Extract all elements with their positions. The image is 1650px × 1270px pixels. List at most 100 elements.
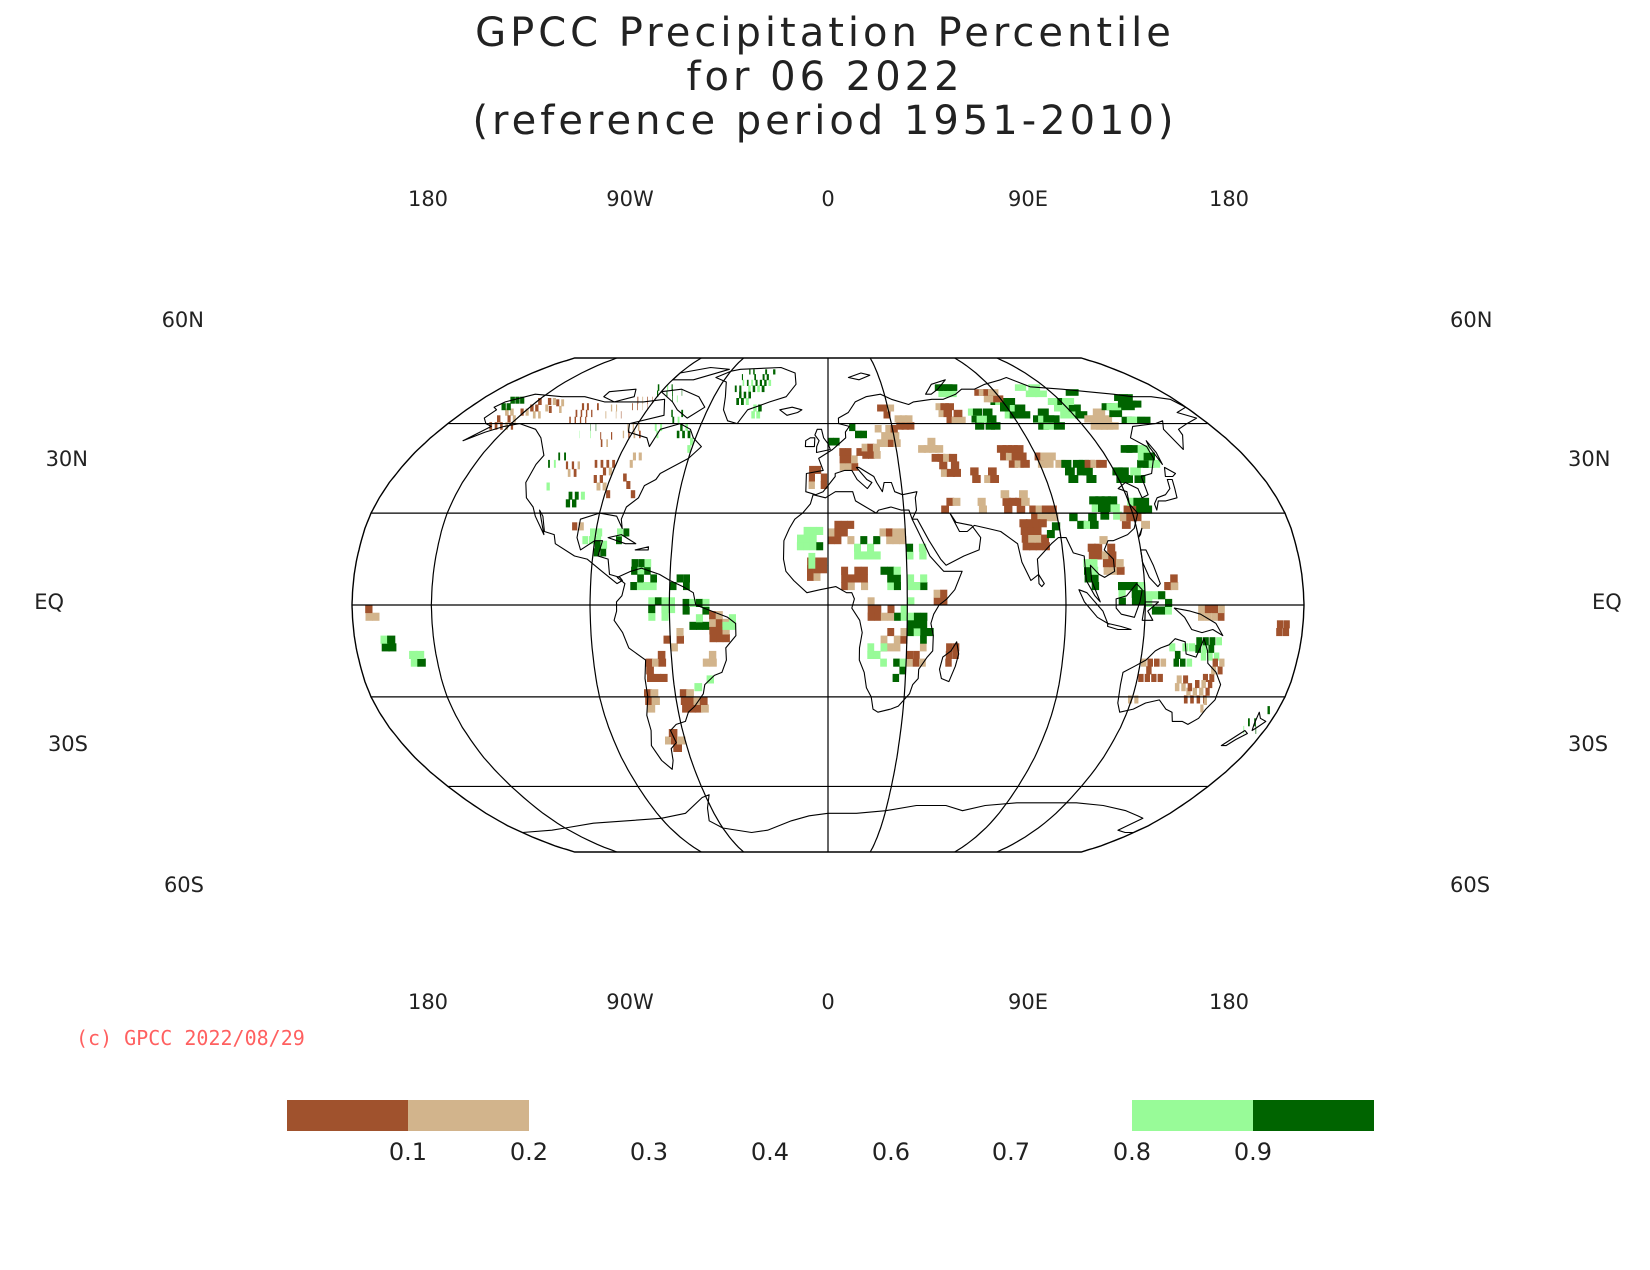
percentile-cell [887, 582, 895, 591]
percentile-cell [594, 459, 598, 468]
percentile-cell [564, 452, 566, 461]
percentile-cell [1202, 673, 1208, 682]
percentile-cell [661, 612, 669, 621]
percentile-cell [559, 405, 562, 413]
percentile-cell [807, 565, 814, 574]
percentile-cell [768, 379, 772, 386]
percentile-cell [1211, 612, 1218, 621]
percentile-cell [985, 422, 995, 430]
percentile-cell [868, 451, 875, 459]
percentile-cell [648, 605, 656, 614]
percentile-cell [580, 409, 583, 418]
percentile-cell [907, 597, 915, 606]
percentile-cell [946, 643, 953, 652]
percentile-cell [939, 461, 948, 470]
percentile-cell [1164, 582, 1172, 591]
percentile-cell [1022, 542, 1031, 551]
percentile-cell [951, 416, 961, 424]
percentile-cell [990, 422, 1001, 430]
percentile-cell [873, 650, 881, 659]
percentile-cell [585, 416, 587, 424]
percentile-cell [854, 543, 861, 552]
percentile-cell [1017, 452, 1027, 461]
percentile-cell [839, 462, 847, 471]
percentile-cell [1088, 513, 1097, 522]
coastline-ireland [804, 437, 816, 448]
percentile-cell [652, 658, 660, 667]
percentile-cell [1170, 574, 1178, 583]
percentile-cell [1112, 467, 1123, 476]
percentile-cell [766, 374, 769, 381]
percentile-cell [856, 448, 864, 456]
percentile-cell [984, 475, 993, 483]
color-legend: 0.1 0.2 0.3 0.4 0.6 0.7 0.8 0.9 [287, 1100, 1374, 1166]
percentile-cell [741, 398, 744, 405]
percentile-cell [1091, 582, 1100, 591]
percentile-cell [1029, 505, 1038, 514]
percentile-cell [365, 605, 373, 614]
percentile-cell [867, 643, 875, 652]
percentile-cell [919, 643, 927, 652]
percentile-cell [1019, 519, 1028, 528]
percentile-cell [1032, 519, 1041, 528]
percentile-cell [873, 536, 881, 545]
lat-label-right-60n: 60N [1450, 308, 1492, 332]
percentile-cell [972, 475, 981, 483]
percentile-cell [702, 598, 710, 607]
percentile-cell [926, 628, 934, 637]
percentile-cell [611, 432, 613, 440]
percentile-cell [847, 536, 855, 545]
percentile-cell [1133, 497, 1143, 506]
percentile-cell [929, 445, 938, 453]
percentile-cell [676, 635, 684, 644]
percentile-cell [834, 528, 842, 537]
percentile-cell [808, 481, 815, 489]
percentile-cell [1107, 543, 1116, 552]
legend-tick-0-3: 0.3 [630, 1138, 668, 1166]
map-title-line3: (reference period 1951-2010) [472, 98, 1177, 144]
percentile-cell [919, 658, 926, 667]
percentile-cell [1127, 497, 1137, 506]
percentile-cell [946, 468, 955, 477]
map-title-line1: GPCC Precipitation Percentile [475, 10, 1175, 56]
percentile-cell [854, 566, 862, 575]
lon-label-bottom-0: 0 [821, 990, 834, 1014]
percentile-cell [887, 628, 895, 637]
percentile-cell [1008, 497, 1017, 506]
percentile-cell [945, 650, 953, 659]
percentile-cell [943, 384, 953, 391]
map-outline [351, 357, 1305, 853]
percentile-cell [1157, 673, 1163, 682]
legend-tick-0-9: 0.9 [1234, 1138, 1272, 1166]
coastline-taiwan [1137, 527, 1143, 539]
percentile-cell [860, 551, 868, 560]
percentile-cell [410, 658, 420, 667]
percentile-cell [993, 395, 1004, 403]
percentile-cell [676, 574, 684, 583]
percentile-cell [1196, 637, 1203, 646]
percentile-cell [1276, 620, 1284, 629]
percentile-cell [952, 497, 961, 506]
percentile-cell [538, 398, 542, 405]
percentile-cell [1148, 459, 1161, 468]
percentile-cell [1195, 680, 1200, 689]
percentile-cell [880, 635, 888, 644]
lon-label-bottom-90w: 90W [606, 990, 654, 1014]
percentile-cell [1139, 497, 1150, 506]
percentile-cell [820, 473, 828, 482]
percentile-cell [1068, 404, 1081, 412]
percentile-cell [1282, 628, 1290, 637]
lon-label-top-90e: 90E [1008, 187, 1048, 211]
percentile-cell [673, 744, 682, 752]
percentile-cell [683, 574, 690, 583]
lon-label-bottom-180w: 180 [408, 990, 448, 1014]
percentile-cell [906, 551, 914, 560]
percentile-cell [950, 461, 960, 470]
percentile-cell [972, 408, 983, 416]
coastline-antarctica [522, 794, 1144, 834]
percentile-cell [1137, 452, 1150, 461]
percentile-cell [751, 411, 755, 419]
percentile-cell [548, 405, 552, 413]
percentile-cell [687, 430, 691, 439]
percentile-cell [694, 704, 703, 713]
